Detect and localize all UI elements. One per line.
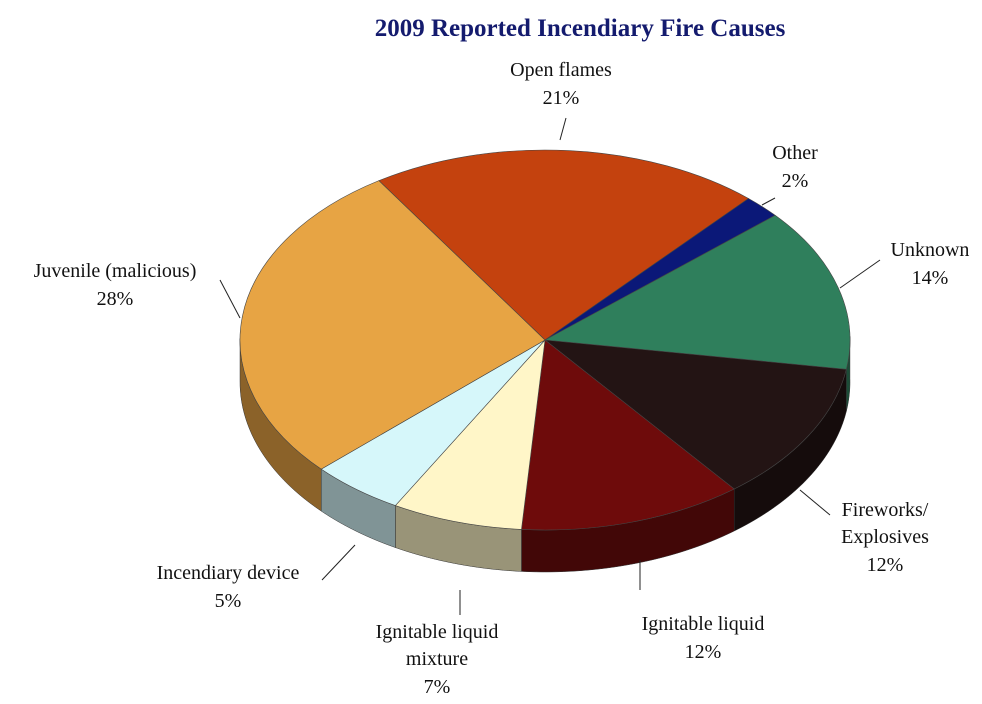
leader-line: [840, 260, 880, 288]
leader-line: [322, 545, 355, 580]
chart: 2009 Reported Incendiary Fire Causes Ope…: [0, 0, 982, 704]
category-label: Juvenile (malicious): [34, 260, 197, 282]
value-label: 7%: [424, 676, 451, 698]
chart-title: 2009 Reported Incendiary Fire Causes: [375, 15, 786, 42]
value-label: 12%: [867, 554, 904, 576]
pie-tops: [240, 150, 850, 530]
category-label: Open flames: [510, 59, 612, 81]
value-label: 21%: [543, 87, 580, 109]
leader-line: [560, 118, 566, 140]
leader-line: [220, 280, 240, 318]
category-label: Unknown: [891, 239, 970, 261]
category-label: Other: [772, 142, 818, 164]
value-label: 28%: [97, 288, 134, 310]
value-label: 14%: [912, 267, 949, 289]
value-label: 2%: [782, 170, 809, 192]
value-label: 5%: [215, 590, 242, 612]
category-label: Ignitable liquid: [642, 613, 765, 635]
leader-line: [800, 490, 830, 515]
category-label: Fireworks/Explosives: [841, 499, 929, 548]
leader-line: [762, 198, 775, 205]
category-label: Incendiary device: [157, 562, 300, 584]
value-label: 12%: [685, 641, 722, 663]
